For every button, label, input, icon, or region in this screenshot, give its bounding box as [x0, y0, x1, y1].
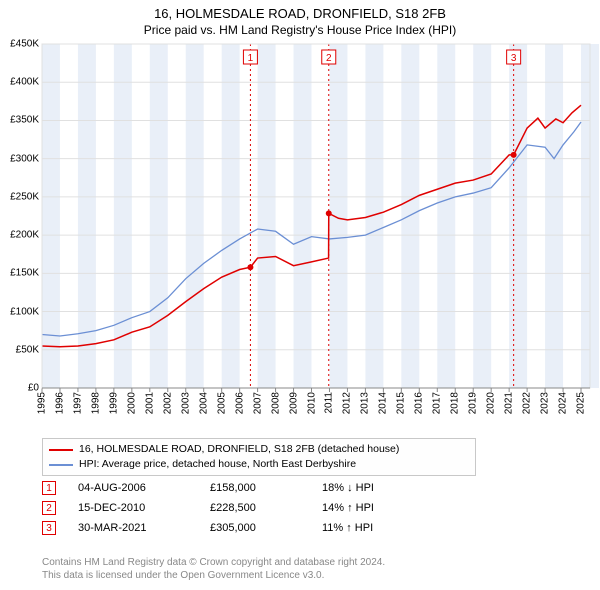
x-tick-label: 2016 — [414, 392, 425, 414]
y-axis: £0£50K£100K£150K£200K£250K£300K£350K£400… — [0, 44, 42, 388]
credits-line: Contains HM Land Registry data © Crown c… — [42, 556, 590, 569]
x-tick-label: 2009 — [288, 392, 299, 414]
x-tick-label: 2011 — [324, 392, 335, 414]
y-tick-label: £300K — [10, 153, 39, 164]
x-tick-label: 2020 — [486, 392, 497, 414]
y-tick-label: £50K — [16, 344, 39, 355]
y-tick-label: £150K — [10, 268, 39, 279]
event-date: 30-MAR-2021 — [78, 522, 188, 534]
x-tick-label: 2017 — [432, 392, 443, 414]
credits-line: This data is licensed under the Open Gov… — [42, 569, 590, 582]
event-delta: 11% ↑ HPI — [322, 522, 432, 534]
x-tick-label: 2012 — [342, 392, 353, 414]
x-tick-label: 1998 — [90, 392, 101, 414]
svg-text:1: 1 — [248, 53, 254, 64]
y-tick-label: £450K — [10, 39, 39, 50]
legend-row: HPI: Average price, detached house, Nort… — [49, 457, 469, 472]
credits: Contains HM Land Registry data © Crown c… — [42, 556, 590, 582]
x-tick-label: 2015 — [396, 392, 407, 414]
x-tick-label: 2007 — [252, 392, 263, 414]
x-tick-label: 2000 — [126, 392, 137, 414]
y-tick-label: £400K — [10, 77, 39, 88]
x-tick-label: 2014 — [378, 392, 389, 414]
legend-label: HPI: Average price, detached house, Nort… — [79, 457, 356, 472]
legend-label: 16, HOLMESDALE ROAD, DRONFIELD, S18 2FB … — [79, 442, 399, 457]
event-num-box: 2 — [42, 501, 56, 515]
chart-plot-area: 1 2 3 — [42, 44, 590, 388]
x-tick-label: 2006 — [234, 392, 245, 414]
x-tick-label: 2018 — [450, 392, 461, 414]
chart-svg: 1 2 3 — [42, 44, 590, 388]
event-delta: 18% ↓ HPI — [322, 482, 432, 494]
y-tick-label: £100K — [10, 306, 39, 317]
x-tick-label: 2013 — [360, 392, 371, 414]
x-tick-label: 2010 — [306, 392, 317, 414]
x-tick-label: 1995 — [37, 392, 48, 414]
y-tick-label: £350K — [10, 115, 39, 126]
event-price: £305,000 — [210, 522, 300, 534]
x-tick-label: 1996 — [54, 392, 65, 414]
legend: 16, HOLMESDALE ROAD, DRONFIELD, S18 2FB … — [42, 438, 476, 476]
chart-subtitle: Price paid vs. HM Land Registry's House … — [0, 21, 600, 37]
x-tick-label: 2003 — [180, 392, 191, 414]
event-num-box: 1 — [42, 481, 56, 495]
x-tick-label: 2021 — [504, 392, 515, 414]
event-date: 15-DEC-2010 — [78, 502, 188, 514]
x-tick-label: 2004 — [198, 392, 209, 414]
x-tick-label: 2025 — [576, 392, 587, 414]
event-row: 1 04-AUG-2006 £158,000 18% ↓ HPI — [42, 478, 590, 498]
chart-title: 16, HOLMESDALE ROAD, DRONFIELD, S18 2FB — [0, 0, 600, 21]
event-row: 3 30-MAR-2021 £305,000 11% ↑ HPI — [42, 518, 590, 538]
x-tick-label: 1997 — [72, 392, 83, 414]
y-tick-label: £250K — [10, 191, 39, 202]
legend-swatch — [49, 464, 73, 466]
x-tick-label: 2008 — [270, 392, 281, 414]
legend-row: 16, HOLMESDALE ROAD, DRONFIELD, S18 2FB … — [49, 442, 469, 457]
svg-text:3: 3 — [511, 53, 517, 64]
legend-swatch — [49, 449, 73, 451]
x-tick-label: 2024 — [558, 392, 569, 414]
x-tick-label: 2005 — [216, 392, 227, 414]
event-price: £158,000 — [210, 482, 300, 494]
x-tick-label: 1999 — [108, 392, 119, 414]
x-tick-label: 2002 — [162, 392, 173, 414]
x-axis: 1995199619971998199920002001200220032004… — [42, 388, 590, 436]
event-delta: 14% ↑ HPI — [322, 502, 432, 514]
x-tick-label: 2001 — [144, 392, 155, 414]
event-table: 1 04-AUG-2006 £158,000 18% ↓ HPI 2 15-DEC-201… — [42, 478, 590, 538]
event-price: £228,500 — [210, 502, 300, 514]
x-tick-label: 2023 — [540, 392, 551, 414]
x-tick-label: 2022 — [522, 392, 533, 414]
x-tick-label: 2019 — [468, 392, 479, 414]
event-date: 04-AUG-2006 — [78, 482, 188, 494]
svg-text:2: 2 — [326, 53, 332, 64]
event-num-box: 3 — [42, 521, 56, 535]
event-row: 2 15-DEC-2010 £228,500 14% ↑ HPI — [42, 498, 590, 518]
y-tick-label: £200K — [10, 230, 39, 241]
